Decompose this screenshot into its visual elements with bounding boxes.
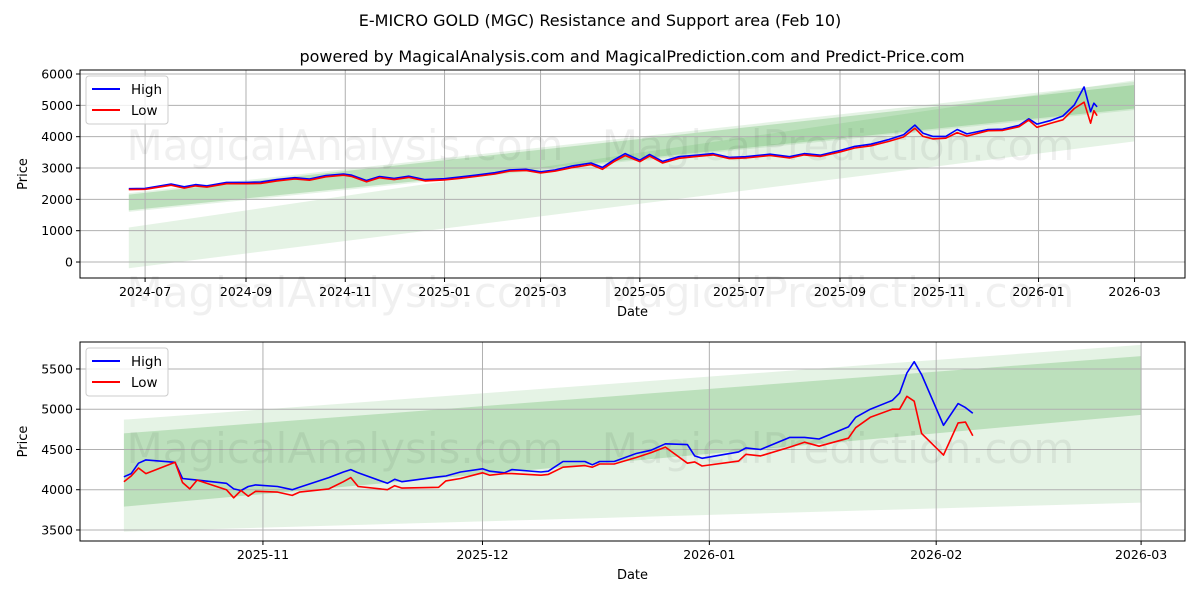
y-tick-label: 0: [65, 255, 73, 270]
chart-subtitle: powered by MagicalAnalysis.com and Magic…: [299, 47, 964, 66]
x-tick-label: 2024-07: [119, 284, 171, 299]
support-resistance-band: [128, 84, 1135, 211]
x-tick-label: 2026-03: [1115, 547, 1167, 562]
x-tick-label: 2025-01: [418, 284, 470, 299]
y-tick-label: 1000: [41, 223, 73, 238]
bottom-chart-recent-zoom: 3500 4000 4500 5000 5500 2025-11 2025-12 2026-0…: [16, 341, 1186, 583]
y-tick-label: 5000: [41, 402, 73, 417]
chart-title: E-MICRO GOLD (MGC) Resistance and Suppor…: [359, 11, 841, 30]
y-axis-label: Price: [16, 426, 31, 458]
series-line-high: [128, 86, 1098, 190]
plot-frame: [79, 341, 1186, 542]
x-tick-label: 2025-09: [814, 284, 866, 299]
x-tick-label: 2025-11: [237, 547, 289, 562]
y-tick-label: 5500: [41, 361, 73, 376]
legend: High Low: [85, 75, 169, 125]
x-tick-label: 2025-11: [913, 284, 965, 299]
support-resistance-band: [128, 81, 1135, 212]
legend-label-low: Low: [131, 375, 158, 391]
x-tick-label: 2025-03: [514, 284, 566, 299]
support-resistance-band: [123, 356, 1142, 507]
legend: High Low: [85, 347, 169, 397]
support-resistance-band: [128, 80, 1135, 269]
watermark-magicalprediction: MagicalPrediction.com: [602, 268, 1075, 317]
plot-frame: [79, 69, 1186, 279]
watermark-magicalprediction: MagicalPrediction.com: [602, 424, 1075, 473]
x-tick-label: 2024-11: [319, 284, 371, 299]
series-line-low: [128, 101, 1098, 191]
y-tick-label: 6000: [41, 67, 73, 82]
x-axis-label: Date: [617, 305, 648, 320]
x-tick-label: 2026-01: [1012, 284, 1064, 299]
y-tick-label: 2000: [41, 192, 73, 207]
y-tick-label: 3500: [41, 522, 73, 537]
x-tick-label: 2026-02: [910, 547, 962, 562]
y-tick-label: 4000: [41, 129, 73, 144]
legend-label-low: Low: [131, 103, 158, 119]
y-tick-label: 3000: [41, 161, 73, 176]
watermark-magicalanalysis: MagicalAnalysis.com: [127, 121, 564, 170]
y-axis-label: Price: [16, 158, 31, 190]
y-tick-label: 4500: [41, 442, 73, 457]
x-tick-label: 2025-05: [614, 284, 666, 299]
x-tick-label: 2026-01: [683, 547, 735, 562]
legend-label-high: High: [131, 82, 162, 98]
y-tick-label: 4000: [41, 482, 73, 497]
x-tick-label: 2024-09: [220, 284, 272, 299]
legend-label-high: High: [131, 354, 162, 370]
top-chart-full-history: 0 1000 2000 3000 4000 5000 6000 2024-07 2024-09 2…: [16, 67, 1186, 320]
support-resistance-band: [123, 344, 1142, 532]
x-axis-label: Date: [617, 568, 648, 583]
x-tick-label: 2026-03: [1108, 284, 1160, 299]
x-tick-label: 2025-12: [456, 547, 508, 562]
x-tick-label: 2025-07: [713, 284, 765, 299]
watermark-magicalanalysis: MagicalAnalysis.com: [127, 424, 564, 473]
watermark-magicalanalysis: MagicalAnalysis.com: [127, 268, 564, 317]
series-line-low: [123, 395, 974, 499]
y-tick-label: 5000: [41, 98, 73, 113]
